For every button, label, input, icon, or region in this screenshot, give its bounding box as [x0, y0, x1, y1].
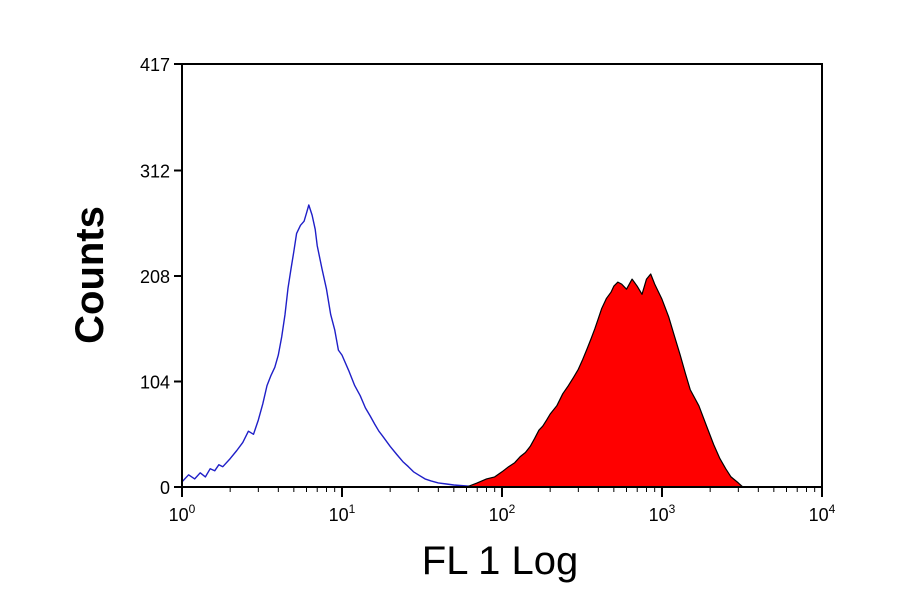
x-tick-exponent-2: 2 [509, 502, 516, 516]
x-tick-base-4: 10 [809, 505, 829, 525]
series-1-filled-histogram [465, 273, 744, 488]
x-tick-label-0: 100 [169, 502, 196, 525]
y-tick-label-4: 417 [140, 55, 170, 75]
x-tick-label-1: 101 [329, 502, 356, 525]
x-tick-label-4: 104 [809, 502, 836, 525]
plot-area [181, 204, 744, 488]
x-tick-exponent-1: 1 [349, 502, 356, 516]
x-tick-base-3: 10 [649, 505, 669, 525]
plot-frame [181, 63, 823, 488]
x-tick-exponent-0: 0 [189, 502, 196, 516]
x-axis-title: FL 1 Log [422, 539, 578, 583]
x-tick-base-0: 10 [169, 505, 189, 525]
x-tick-base-2: 10 [489, 505, 509, 525]
x-tick-exponent-4: 4 [829, 502, 836, 516]
y-tick-label-0: 0 [160, 478, 170, 498]
y-axis-title: Counts [68, 206, 112, 344]
series-0-outline-histogram [181, 204, 478, 488]
x-tick-exponent-3: 3 [669, 502, 676, 516]
x-tick-label-3: 103 [649, 502, 676, 525]
y-tick-label-1: 104 [140, 373, 170, 393]
x-tick-base-1: 10 [329, 505, 349, 525]
y-tick-label-2: 208 [140, 267, 170, 287]
y-tick-label-3: 312 [140, 162, 170, 182]
x-tick-label-2: 102 [489, 502, 516, 525]
